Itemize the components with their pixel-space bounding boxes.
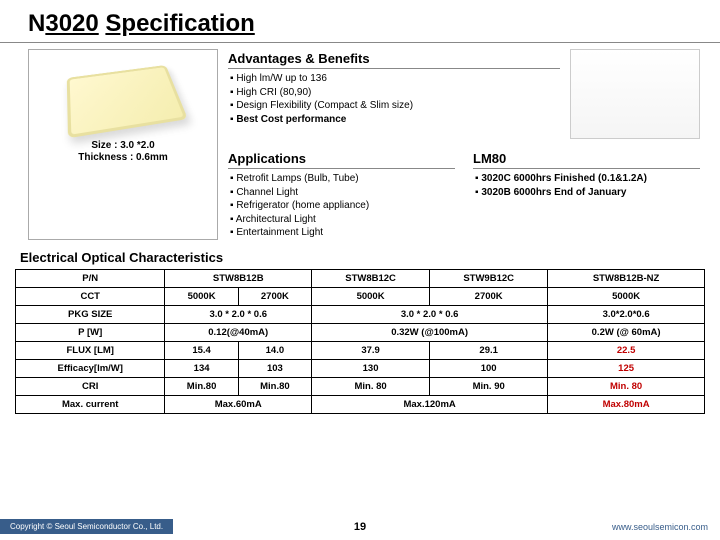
table-header: P/N — [16, 269, 165, 287]
table-header: STW9B12C — [430, 269, 548, 287]
table-cell: 15.4 — [165, 341, 238, 359]
table-cell: Max.60mA — [165, 395, 312, 413]
characteristics-heading: Electrical Optical Characteristics — [0, 246, 720, 269]
advantage-item: High lm/W up to 136 — [230, 72, 560, 86]
advantage-item: Design Flexibility (Compact & Slim size) — [230, 99, 560, 113]
row-label: P [W] — [16, 323, 165, 341]
table-cell: 2700K — [430, 287, 548, 305]
lm80-item: 3020C 6000hrs Finished (0.1&1.2A) — [475, 172, 700, 186]
application-item: Entertainment Light — [230, 226, 455, 240]
table-cell: 2700K — [238, 287, 311, 305]
table-cell: 0.2W (@ 60mA) — [548, 323, 705, 341]
table-cell: 3.0 * 2.0 * 0.6 — [165, 305, 312, 323]
page-title: N3020 Specification — [0, 0, 720, 42]
application-item: Architectural Light — [230, 213, 455, 227]
applications-list: Retrofit Lamps (Bulb, Tube)Channel Light… — [228, 172, 455, 240]
size-caption: Size : 3.0 *2.0 Thickness : 0.6mm — [33, 140, 213, 164]
row-label: Max. current — [16, 395, 165, 413]
row-label: Efficacy[lm/W] — [16, 359, 165, 377]
table-cell: 5000K — [312, 287, 430, 305]
spec-table: P/NSTW8B12BSTW8B12CSTW9B12CSTW8B12B-NZ CC… — [15, 269, 705, 414]
lm80-list: 3020C 6000hrs Finished (0.1&1.2A)3020B 6… — [473, 172, 700, 199]
application-item: Channel Light — [230, 186, 455, 200]
copyright: Copyright © Seoul Semiconductor Co., Ltd… — [0, 519, 173, 534]
table-cell: 125 — [548, 359, 705, 377]
row-label: CRI — [16, 377, 165, 395]
table-cell: Max.120mA — [312, 395, 548, 413]
table-cell: 29.1 — [430, 341, 548, 359]
application-item: Refrigerator (home appliance) — [230, 199, 455, 213]
table-cell: Min. 80 — [548, 377, 705, 395]
row-label: CCT — [16, 287, 165, 305]
table-header: STW8B12C — [312, 269, 430, 287]
table-cell: 14.0 — [238, 341, 311, 359]
table-cell: 100 — [430, 359, 548, 377]
table-cell: 0.12(@40mA) — [165, 323, 312, 341]
led-illustration — [67, 65, 188, 138]
page-number: 19 — [354, 521, 366, 533]
table-cell: 5000K — [548, 287, 705, 305]
table-header: STW8B12B — [165, 269, 312, 287]
footer-url: www.seoulsemicon.com — [612, 522, 708, 532]
table-cell: 130 — [312, 359, 430, 377]
table-cell: 0.32W (@100mA) — [312, 323, 548, 341]
table-cell: 5000K — [165, 287, 238, 305]
applications-heading: Applications — [228, 149, 455, 169]
advantage-item: Best Cost performance — [230, 113, 560, 127]
package-diagram — [570, 49, 700, 139]
table-cell: 37.9 — [312, 341, 430, 359]
advantage-item: High CRI (80,90) — [230, 86, 560, 100]
table-cell: 22.5 — [548, 341, 705, 359]
table-cell: Min.80 — [165, 377, 238, 395]
table-cell: 3.0*2.0*0.6 — [548, 305, 705, 323]
title-rule — [0, 42, 720, 43]
table-cell: 3.0 * 2.0 * 0.6 — [312, 305, 548, 323]
table-cell: Min.80 — [238, 377, 311, 395]
application-item: Retrofit Lamps (Bulb, Tube) — [230, 172, 455, 186]
advantages-list: High lm/W up to 136High CRI (80,90)Desig… — [228, 72, 560, 126]
lm80-item: 3020B 6000hrs End of January — [475, 186, 700, 200]
table-cell: Min. 80 — [312, 377, 430, 395]
row-label: FLUX [LM] — [16, 341, 165, 359]
table-cell: Min. 90 — [430, 377, 548, 395]
lm80-heading: LM80 — [473, 149, 700, 169]
advantages-heading: Advantages & Benefits — [228, 49, 560, 69]
product-image-box: Size : 3.0 *2.0 Thickness : 0.6mm — [28, 49, 218, 240]
table-cell: 103 — [238, 359, 311, 377]
table-cell: Max.80mA — [548, 395, 705, 413]
table-header: STW8B12B-NZ — [548, 269, 705, 287]
table-cell: 134 — [165, 359, 238, 377]
row-label: PKG SIZE — [16, 305, 165, 323]
